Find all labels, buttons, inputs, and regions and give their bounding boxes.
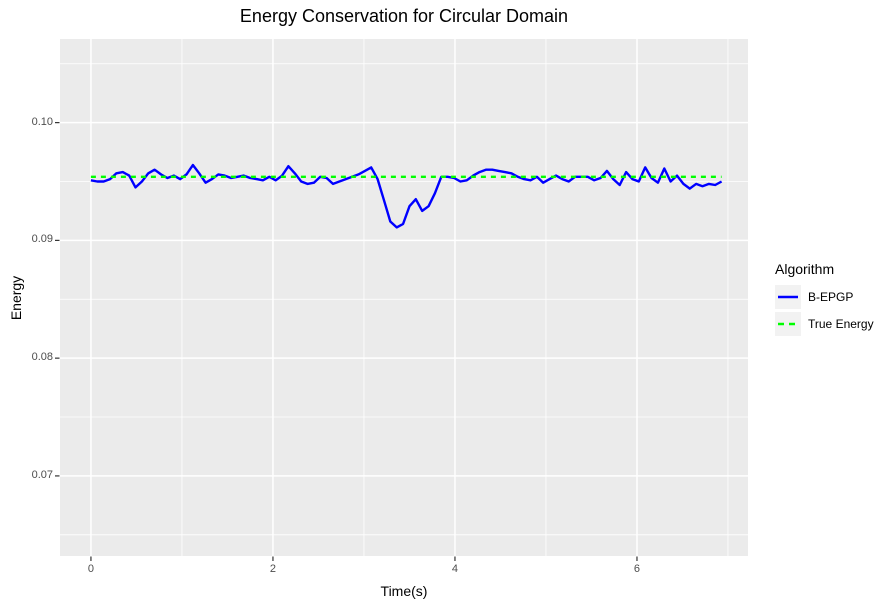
- legend-label-true-energy: True Energy: [808, 317, 874, 331]
- plot-panel: [60, 39, 748, 556]
- y-tick-label: 0.10: [31, 115, 53, 128]
- minor-gridlines: [60, 39, 748, 556]
- legend-title: Algorithm: [775, 261, 835, 277]
- y-axis-title: Energy: [8, 275, 24, 321]
- y-tick-label: 0.08: [31, 351, 53, 364]
- legend-key-true-energy: [775, 312, 801, 336]
- x-tick-label: 2: [269, 563, 276, 575]
- x-tick-label: 0: [87, 563, 94, 575]
- major-gridlines: [60, 39, 748, 556]
- x-tick-label: 6: [633, 563, 641, 575]
- x-axis-title: Time(s): [380, 583, 428, 599]
- legend-entry-true-energy: True Energy: [775, 312, 874, 336]
- data-series-lines: [90, 163, 723, 229]
- x-tick-label: 4: [451, 563, 459, 575]
- y-tick-label: 0.09: [31, 233, 53, 246]
- axis-tick-marks: [55, 122, 638, 561]
- series-line-b-epgp: [90, 163, 723, 229]
- legend-key-bepgp: [775, 285, 801, 309]
- legend-label-bepgp: B-EPGP: [808, 290, 854, 304]
- legend-entry-bepgp: B-EPGP: [775, 285, 874, 309]
- chart-title: Energy Conservation for Circular Domain: [239, 6, 569, 26]
- y-tick-label: 0.07: [31, 468, 53, 481]
- legend: Algorithm B-EPGP True Energy: [775, 261, 874, 339]
